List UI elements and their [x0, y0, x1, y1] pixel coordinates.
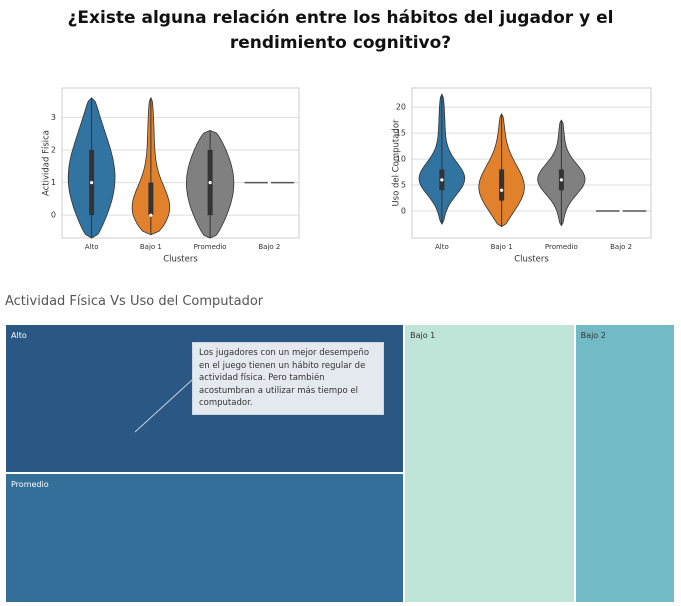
x-axis-label: Clusters	[163, 255, 198, 265]
x-tick-label: Bajo 1	[491, 243, 513, 251]
y-tick-label: 3	[51, 113, 56, 122]
annotation: Los jugadores con un mejor desempeño en …	[192, 342, 384, 415]
x-tick-label: Alto	[85, 243, 99, 251]
y-tick-label: 20	[396, 103, 406, 112]
y-tick-label: 0	[401, 207, 406, 216]
median	[90, 180, 94, 185]
y-tick-label: 15	[396, 129, 406, 138]
y-tick-label: 10	[396, 155, 406, 164]
x-tick-label: Bajo 2	[610, 243, 632, 251]
median	[559, 178, 563, 182]
y-axis-label: Actividad Física	[42, 130, 52, 196]
treemap-cell: Bajo 2	[574, 324, 675, 603]
x-tick-label: Promedio	[545, 243, 578, 251]
median	[267, 180, 271, 185]
median	[500, 188, 504, 192]
box	[499, 169, 505, 201]
treemap-label: Promedio	[11, 479, 49, 489]
treemap-label: Alto	[11, 331, 27, 340]
y-axis-label: Uso del Computador	[392, 119, 402, 207]
treemap-cell: Promedio	[5, 472, 405, 603]
y-tick-label: 1	[51, 178, 56, 187]
median	[440, 178, 444, 182]
treemap-label: Bajo 2	[580, 331, 606, 340]
treemap-title: Actividad Física Vs Uso del Computador	[5, 294, 264, 309]
dashboard-title: ¿Existe alguna relación entre los hábito…	[67, 8, 614, 53]
y-tick-label: 2	[51, 145, 56, 154]
x-tick-label: Promedio	[194, 243, 227, 251]
violin-charts: 0 1 2 3 Alto Bajo 1 Promedio Bajo 2 Clusters Acti…	[42, 87, 652, 265]
treemap-cell: Bajo 1	[404, 324, 575, 603]
x-tick-label: Bajo 2	[258, 243, 280, 251]
median	[208, 180, 212, 185]
treemap-label: Bajo 1	[410, 331, 436, 340]
y-tick-label: 5	[401, 181, 406, 190]
plot-frame	[411, 87, 652, 239]
x-tick-label: Bajo 1	[140, 243, 162, 251]
plot-frame	[61, 87, 300, 239]
x-tick-label: Alto	[435, 243, 449, 251]
box	[148, 182, 154, 216]
median	[149, 213, 153, 217]
median	[619, 209, 623, 213]
y-tick-label: 0	[51, 211, 56, 220]
x-axis-label: Clusters	[514, 255, 549, 265]
